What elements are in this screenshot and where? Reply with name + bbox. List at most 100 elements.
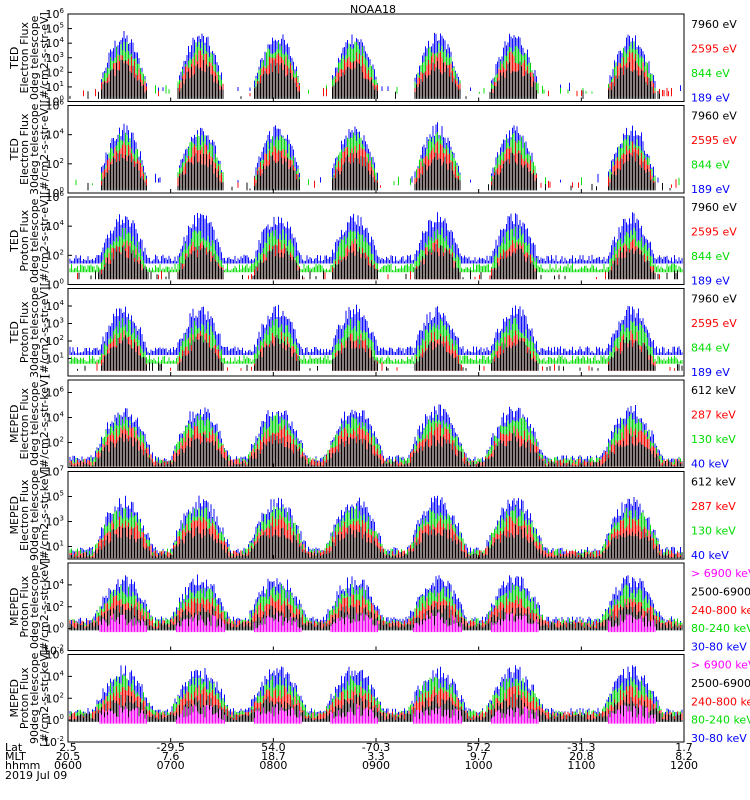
y-tick-label: 100 [46,278,64,292]
y-tick-label: 100 [46,186,64,200]
legend-entry: 2595 eV [691,317,737,330]
y-axis-label-line: Proton Flux [18,575,31,637]
y-axis-label-line: TED [8,138,21,161]
y-tick-label: 104 [46,299,65,313]
series-trace-black [87,151,671,191]
y-tick-label: 102 [46,157,64,171]
x-row-label: hhmm [5,759,40,772]
legend-entry: 2595 eV [691,43,737,56]
legend-entry: 40 keV [691,458,729,471]
panel-frame [67,562,685,651]
y-tick-label: 101 [46,540,64,554]
series-trace-red [101,141,677,188]
legend-entry: > 6900 keV [691,659,750,672]
series-trace-blue [69,304,683,355]
legend-entry: 30-80 keV [691,732,747,745]
legend-entry: 130 keV [691,525,736,538]
y-axis-label-line: Electron Flux [18,113,31,185]
y-axis-label-line: MEPED [8,405,21,444]
y-axis-label-line: Electron Flux [18,388,31,460]
legend-entry: 240-800 ke [691,695,750,708]
y-tick-label: 103 [46,515,64,529]
legend-entry: 80-240 keV [691,622,750,635]
legend-entry: 287 keV [691,409,736,422]
y-tick-label: 106 [46,648,65,662]
x-tick-label-mlt: 20.8 [569,750,594,763]
y-axis-label-line: 0deg telescope [28,198,41,283]
legend-entry: 7960 eV [691,293,737,306]
y-tick-label: 106 [46,386,65,400]
y-tick-label: 104 [46,411,65,425]
y-axis-label-line: 30deg telescope [28,286,41,378]
y-axis-label-line: [#/cm2-s-str-keV] [38,467,51,564]
series-trace-magenta [99,612,656,633]
series-trace-blue [101,122,659,183]
y-tick-label: 102 [46,691,64,705]
y-tick-label: 104 [46,669,65,683]
x-tick-label-time: 1100 [567,759,595,772]
legend-entry: 189 eV [691,275,730,288]
y-axis-label-line: TED [8,47,21,70]
y-axis-label-line: Electron Flux [18,22,31,94]
series-trace-black [69,432,683,467]
x-tick-label-lat: -29.5 [156,741,184,754]
y-axis-label-line: 30deg telescope [28,103,41,195]
legend-entry: 40 keV [691,549,729,562]
series-trace-magenta [99,703,656,724]
x-tick-label-time: 0900 [362,759,390,772]
series-trace-green [69,226,683,273]
y-tick-label: 104 [46,219,65,233]
x-tick-label-lat: -31.3 [567,741,595,754]
y-tick-label: 102 [46,334,64,348]
y-axis-label-line: Electron Flux [18,479,31,551]
legend-entry: 612 keV [691,384,736,397]
x-tick-label-mlt: 9.7 [470,750,488,763]
x-tick-label-lat: -70.3 [362,741,390,754]
y-axis-label-line: Proton Flux [18,667,31,729]
x-tick-label-time: 1200 [670,759,698,772]
legend-entry: 30-80 keV [691,641,747,654]
y-axis-label-line: [#/cm2-s-str-eV] [38,287,51,378]
y-axis-label-line: MEPED [8,588,21,627]
y-axis-label-line: TED [8,230,21,253]
y-tick-label: 102 [46,436,64,450]
y-axis-label-line: Proton Flux [18,209,31,271]
y-tick-label: 100 [46,713,64,727]
legend-entry: 7960 eV [691,201,737,214]
x-tick-label-mlt: 3.3 [367,750,385,763]
y-tick-label: 107 [46,465,64,479]
legend-entry: 2595 eV [691,226,737,239]
x-tick-label-mlt: 18.7 [261,750,286,763]
x-tick-label-mlt: 7.6 [162,750,180,763]
y-tick-label: 10-2 [43,735,64,749]
legend-entry: 844 eV [691,159,730,172]
y-tick-label: 104 [46,578,65,592]
legend-entry: 80-240 keV [691,714,750,727]
y-tick-label: 105 [46,490,64,504]
y-tick-label: 106 [46,99,65,113]
y-tick-label: 106 [46,190,65,204]
x-tick-label-time: 1000 [465,759,493,772]
series-trace-black [69,524,683,559]
legend-entry: 189 eV [691,183,730,196]
y-axis-label-line: 0deg telescope [28,381,41,466]
legend-entry: 2500-6900 [691,585,750,598]
y-tick-label: 102 [46,600,64,614]
y-axis-label-line: 90deg telescope [28,652,41,744]
y-axis-label-line: MEPED [8,496,21,535]
legend-entry: 189 eV [691,366,730,379]
x-tick-label-lat: 1.7 [675,741,693,754]
chart-title: NOAA18 [350,3,396,16]
y-tick-label: 102 [46,248,64,262]
